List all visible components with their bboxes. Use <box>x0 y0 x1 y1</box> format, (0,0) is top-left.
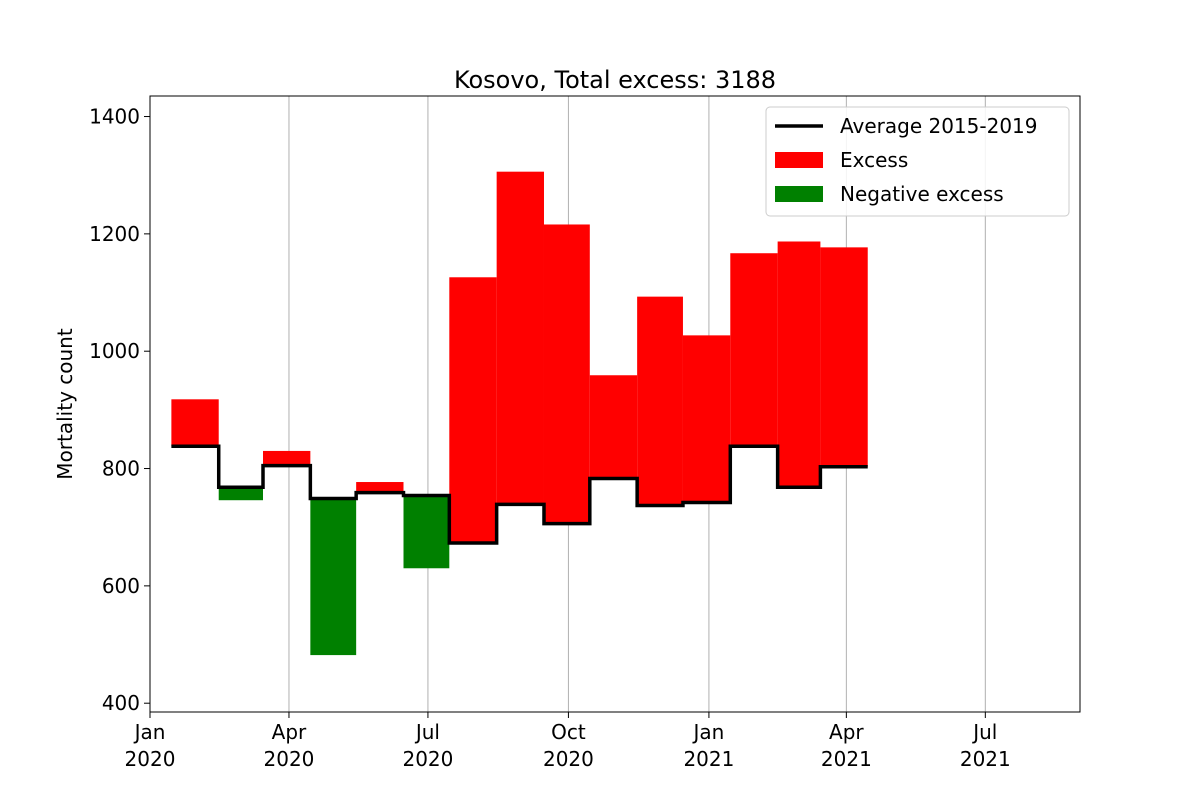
excess-bar <box>543 224 590 524</box>
plot-frame <box>149 95 1081 713</box>
x-tick-label-month: Jul <box>414 720 440 744</box>
average-line <box>171 444 868 545</box>
y-tick-label: 800 <box>102 457 140 481</box>
negative-excess-bar <box>310 498 357 656</box>
legend: Average 2015-2019 Excess Negative excess <box>765 106 1070 217</box>
excess-bar <box>496 171 544 505</box>
excess-bar <box>449 277 497 544</box>
negative-excess-bar <box>403 495 450 569</box>
x-tick-label-year: 2020 <box>402 747 453 771</box>
chart-title: Kosovo, Total excess: 3188 <box>454 66 776 94</box>
x-tick-label-month: Oct <box>551 720 586 744</box>
x-axis: Jan 2020 Apr 2020 Jul 2020 Oct 2020 Jan 2021 Apr 20… <box>125 712 1011 771</box>
y-tick-label: 1200 <box>89 222 140 246</box>
excess-bar <box>263 450 311 466</box>
x-tick-label-year: 2021 <box>821 747 872 771</box>
x-tick-label-month: Jul <box>971 720 997 744</box>
x-tick-label-year: 2020 <box>125 747 176 771</box>
excess-bar <box>777 241 821 488</box>
y-tick-label: 1400 <box>89 105 140 129</box>
legend-label: Average 2015-2019 <box>840 114 1038 138</box>
bars-layer <box>171 171 868 656</box>
excess-bar <box>637 296 683 506</box>
excess-bar <box>589 375 638 479</box>
x-tick-label-year: 2020 <box>264 747 315 771</box>
negative-excess-bar <box>218 487 264 501</box>
excess-bar <box>171 399 219 447</box>
x-tick-label-month: Jan <box>133 720 166 744</box>
y-tick-label: 600 <box>102 574 140 598</box>
excess-bar <box>356 482 404 493</box>
excess-bar <box>730 253 778 447</box>
legend-swatch-patch <box>775 186 823 202</box>
x-tick-label-year: 2020 <box>543 747 594 771</box>
legend-swatch-patch <box>775 152 823 168</box>
x-tick-label-month: Jan <box>691 720 724 744</box>
x-tick-label-year: 2021 <box>960 747 1011 771</box>
y-tick-label: 1000 <box>89 339 140 363</box>
y-axis: 400 600 800 1000 1200 1400 <box>89 105 150 715</box>
excess-bar <box>820 247 868 467</box>
x-tick-label-month: Apr <box>829 720 864 744</box>
legend-label: Negative excess <box>840 182 1004 206</box>
legend-box <box>765 106 1070 217</box>
excess-bar <box>682 335 731 503</box>
x-tick-label-month: Apr <box>272 720 307 744</box>
legend-label: Excess <box>840 148 908 172</box>
average-layer <box>171 444 868 545</box>
y-tick-label: 400 <box>102 691 140 715</box>
x-tick-label-year: 2021 <box>683 747 734 771</box>
y-axis-label: Mortality count <box>53 328 77 480</box>
